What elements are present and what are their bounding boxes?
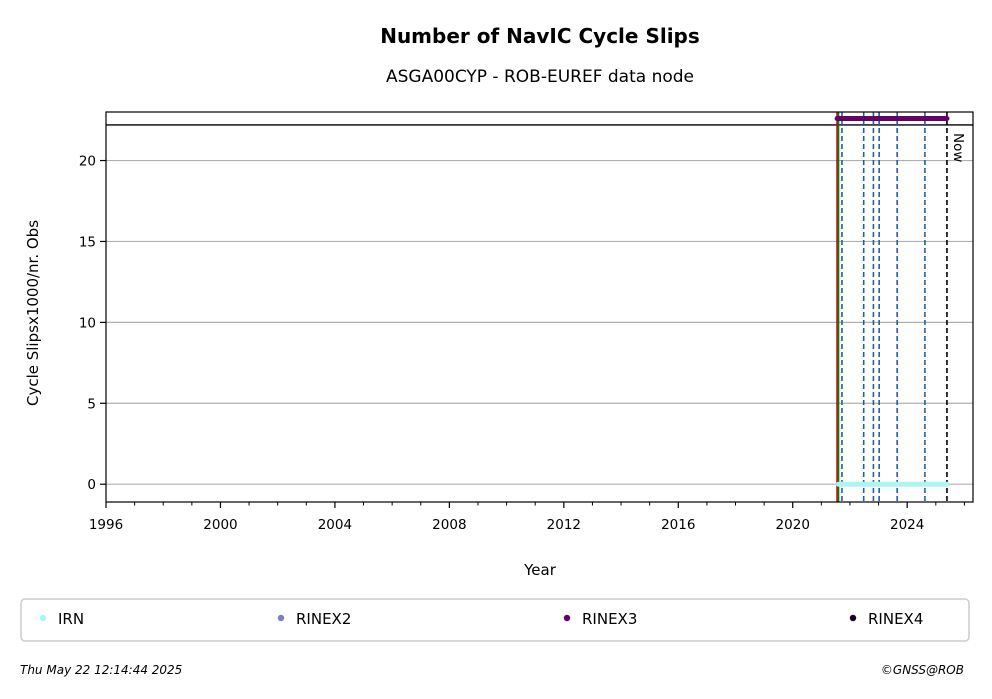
y-axis: 0 5 10 15 20 — [79, 154, 106, 493]
legend-item-rinex2: RINEX2 — [277, 610, 351, 628]
y-tick-label-0: 0 — [87, 477, 96, 493]
x-tick-label-2020: 2020 — [776, 517, 810, 533]
legend-marker — [39, 614, 47, 622]
y-axis-label: Cycle Slipsx1000/nr. Obs — [24, 220, 42, 406]
y-tick-label-10: 10 — [79, 315, 96, 331]
x-tick-label-2024: 2024 — [890, 517, 924, 533]
legend-marker — [849, 614, 857, 622]
legend-marker — [563, 614, 571, 622]
legend-label: RINEX3 — [582, 610, 637, 628]
x-tick-label-1996: 1996 — [89, 517, 123, 533]
grid-lines — [106, 124, 973, 485]
x-tick-label-2000: 2000 — [203, 517, 237, 533]
legend-label: RINEX4 — [868, 610, 923, 628]
chart-subtitle: ASGA00CYP - ROB-EUREF data node — [386, 67, 694, 87]
legend: IRN RINEX2 RINEX3 RINEX4 — [20, 598, 970, 642]
legend-item-rinex3: RINEX3 — [563, 610, 637, 628]
x-tick-label-2012: 2012 — [547, 517, 581, 533]
y-tick-label-15: 15 — [79, 234, 96, 250]
x-tick-label-2008: 2008 — [432, 517, 466, 533]
x-axis: 1996 2000 2004 2008 2012 2016 2020 2024 — [89, 502, 965, 533]
plot-frame — [105, 111, 974, 503]
now-label: Now — [950, 133, 966, 162]
y-tick-label-20: 20 — [79, 154, 96, 170]
legend-label: IRN — [58, 610, 84, 628]
event-lines — [836, 112, 948, 502]
legend-label: RINEX2 — [296, 610, 351, 628]
series-layer — [834, 115, 950, 487]
y-tick-label-5: 5 — [87, 396, 96, 412]
plot-area: 1996 2000 2004 2008 2012 2016 2020 2024 0 5 10 15 2… — [79, 111, 974, 533]
legend-item-rinex4: RINEX4 — [849, 610, 923, 628]
x-tick-label-2016: 2016 — [661, 517, 695, 533]
legend-box — [20, 598, 970, 642]
x-axis-label: Year — [523, 561, 557, 579]
legend-item-irn: IRN — [39, 610, 84, 628]
footer-timestamp: Thu May 22 12:14:44 2025 — [20, 663, 182, 677]
chart-title: Number of NavIC Cycle Slips — [380, 24, 700, 48]
x-tick-label-2004: 2004 — [318, 517, 352, 533]
legend-marker — [277, 614, 285, 622]
footer-credit: ©GNSS@ROB — [881, 663, 964, 677]
